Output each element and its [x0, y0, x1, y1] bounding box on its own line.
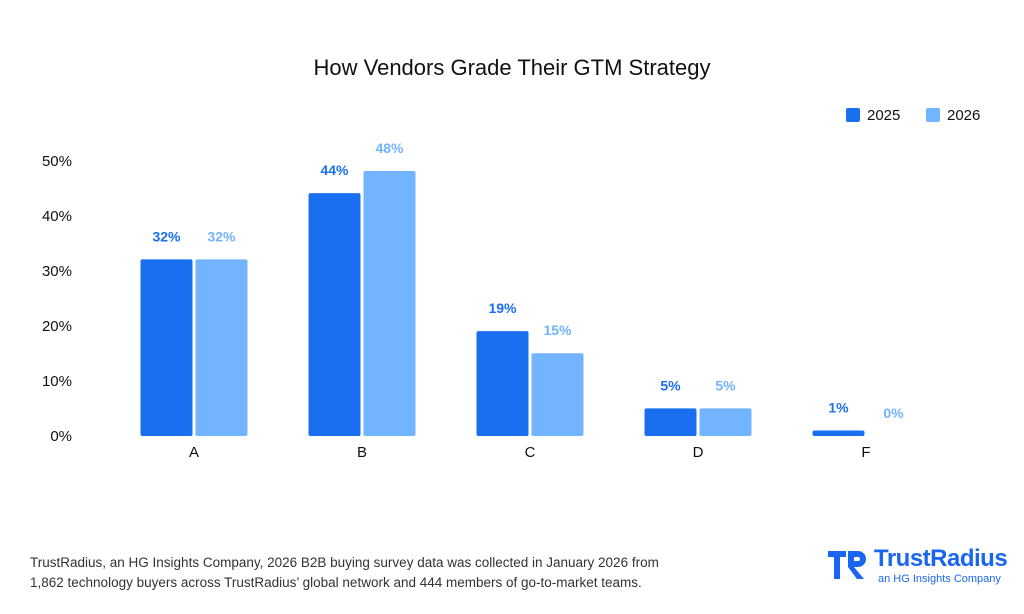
x-axis: A B C D F	[189, 444, 871, 461]
bar-2026-C	[531, 353, 584, 436]
bar-2026-A	[195, 259, 248, 436]
bar-2026-D	[699, 408, 752, 436]
bar-2025-D	[644, 408, 697, 436]
footnote: TrustRadius, an HG Insights Company, 202…	[30, 553, 730, 593]
y-tick-label: 40%	[42, 208, 72, 225]
legend: 2025 2026	[846, 107, 980, 124]
data-label-2026-A: 32%	[207, 228, 236, 244]
legend-swatch-2025	[846, 108, 860, 122]
bars: 32% 32% 44% 48% 19% 15% 5% 5% 1% 0%	[140, 140, 904, 437]
y-tick-label: 10%	[42, 373, 72, 390]
data-label-2026-D: 5%	[715, 377, 736, 393]
trustradius-logo-icon	[828, 551, 866, 579]
legend-swatch-2026	[926, 108, 940, 122]
data-label-2025-C: 19%	[488, 300, 517, 316]
data-label-2025-B: 44%	[320, 162, 349, 178]
bar-2025-F	[812, 430, 865, 436]
footnote-line: 1,862 technology buyers across TrustRadi…	[30, 575, 642, 590]
logo-name: TrustRadius	[874, 545, 1008, 572]
x-tick-label: D	[693, 444, 704, 461]
footnote-line: TrustRadius, an HG Insights Company, 202…	[30, 555, 659, 570]
y-tick-label: 50%	[42, 153, 72, 170]
x-tick-label: A	[189, 444, 199, 461]
bar-2025-B	[308, 193, 361, 436]
trustradius-logo: TrustRadius an HG Insights Company	[826, 545, 1008, 587]
bar-2026-B	[363, 171, 416, 437]
data-label-2025-D: 5%	[660, 377, 681, 393]
x-tick-label: B	[357, 444, 367, 461]
logo-subtitle: an HG Insights Company	[878, 573, 1001, 585]
legend-label-2026: 2026	[947, 107, 980, 124]
data-label-2026-C: 15%	[543, 322, 572, 338]
chart-title: How Vendors Grade Their GTM Strategy	[314, 55, 711, 80]
y-tick-label: 30%	[42, 263, 72, 280]
bar-2025-C	[476, 331, 529, 436]
legend-label-2025: 2025	[867, 107, 900, 124]
data-label-2025-A: 32%	[152, 228, 181, 244]
x-tick-label: C	[525, 444, 536, 461]
bar-2025-A	[140, 259, 193, 436]
data-label-2026-F: 0%	[883, 405, 904, 421]
x-tick-label: F	[861, 444, 870, 461]
data-label-2025-F: 1%	[828, 399, 849, 415]
y-tick-label: 20%	[42, 318, 72, 335]
y-tick-label: 0%	[50, 428, 72, 445]
data-label-2026-B: 48%	[375, 140, 404, 156]
y-axis: 0% 10% 20% 30% 40% 50%	[42, 153, 72, 445]
